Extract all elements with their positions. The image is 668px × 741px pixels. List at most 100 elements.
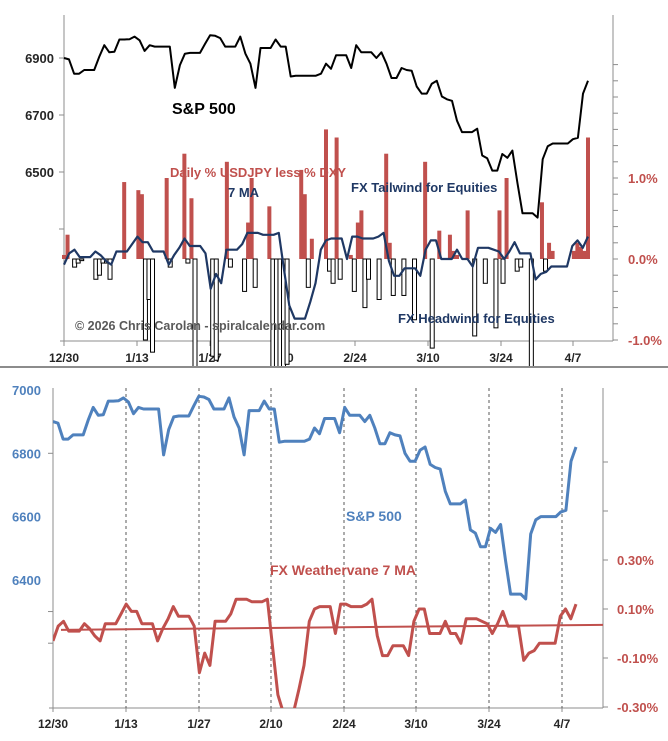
fx-daily-bar-positive [547, 242, 552, 259]
fx-daily-bar-positive [504, 178, 509, 259]
top-right-tick-label: 0.0% [628, 252, 658, 267]
top-x-tick-label: 3/10 [416, 351, 440, 365]
fx-daily-bar-positive [246, 222, 251, 259]
fx-daily-bar-positive [65, 234, 70, 259]
top-sp500-line [63, 34, 589, 219]
fx-daily-bar-positive [550, 250, 555, 259]
bottom-left-tick-label: 6400 [12, 573, 41, 588]
fx-daily-bar-positive [139, 194, 144, 259]
fx-daily-bar-negative [412, 258, 418, 321]
bottom-chart: 7000 6800 6600 6400 0.30% 0.10% -0.10% -0.30% 12… [12, 383, 659, 731]
top-x-tick-label: 2/24 [343, 351, 367, 365]
fx-daily-bar-negative [107, 258, 113, 280]
bottom-sp-label: S&P 500 [346, 508, 402, 524]
fx-daily-bar-negative [242, 258, 248, 292]
bottom-right-tick-label: -0.30% [617, 700, 659, 715]
bottom-trend-line [60, 623, 604, 631]
top-right-tick-label: -1.0% [628, 333, 662, 348]
top-tailwind-label: FX Tailwind for Equities [351, 180, 497, 195]
bottom-x-tick-label: 1/13 [114, 717, 138, 731]
bottom-left-tick-label: 6800 [12, 446, 41, 461]
top-left-tick-label: 6500 [25, 165, 54, 180]
fx-daily-bar-positive [578, 246, 583, 259]
fx-daily-bar-negative [482, 258, 488, 284]
bottom-x-tick-label: 4/7 [554, 717, 571, 731]
fx-daily-bar-positive [447, 234, 452, 259]
fx-daily-bar-negative [401, 258, 407, 296]
bottom-x-tick-label: 3/24 [477, 717, 501, 731]
bottom-fx-label: FX Weathervane 7 MA [270, 562, 416, 578]
top-x-tick-label: 3/24 [489, 351, 513, 365]
fx-daily-bar-negative [79, 258, 85, 262]
fx-daily-bar-negative [150, 258, 156, 353]
bottom-x-tick-label: 2/24 [332, 717, 356, 731]
top-right-tick-label: 1.0% [628, 171, 658, 186]
fx-daily-bar-positive [334, 137, 339, 259]
fx-daily-bar-positive [324, 129, 328, 259]
fx-daily-bar-positive [384, 153, 389, 259]
top-left-tick-label: 6700 [25, 108, 54, 123]
top-left-tick-label: 6900 [25, 51, 54, 66]
fx-daily-bar-negative [500, 258, 506, 284]
fx-daily-bar-positive [359, 210, 364, 259]
fx-daily-bar-positive [355, 222, 360, 259]
bottom-sp500-line [53, 394, 578, 601]
fx-daily-bar-negative [543, 258, 549, 272]
bottom-left-tick-label: 6600 [12, 510, 41, 525]
top-x-tick-label: 12/30 [49, 351, 79, 365]
bottom-x-tick-label: 2/10 [259, 717, 283, 731]
fx-daily-bar-positive [455, 254, 459, 259]
fx-daily-bar-negative [252, 258, 258, 288]
fx-daily-bar-positive [582, 250, 587, 259]
top-7ma-line [63, 231, 589, 320]
fx-daily-bar-negative [493, 258, 499, 329]
top-x-tick-label: 4/7 [565, 351, 582, 365]
fx-daily-bar-negative [518, 258, 524, 268]
fx-daily-bar-positive [249, 178, 254, 259]
fx-daily-bar-positive [465, 210, 470, 259]
fx-daily-bar-negative [362, 258, 368, 309]
fx-daily-bar-negative [96, 258, 102, 276]
bottom-x-tick-label: 1/27 [187, 717, 211, 731]
fx-daily-bar-negative [351, 258, 357, 292]
fx-daily-bar-positive [302, 194, 307, 259]
fx-daily-bar-negative [227, 258, 233, 268]
fx-daily-bar-positive [136, 190, 141, 259]
fx-daily-bar-positive [423, 161, 428, 259]
fx-daily-bar-positive [575, 242, 580, 259]
fx-daily-bar-negative [390, 258, 396, 296]
fx-daily-bar-positive [164, 178, 169, 259]
fx-daily-bar-positive [539, 202, 544, 259]
fx-daily-bar-positive [122, 182, 127, 259]
bottom-right-tick-label: 0.10% [617, 602, 654, 617]
fx-daily-bar-negative [337, 258, 343, 280]
fx-daily-bar-negative [365, 258, 371, 280]
bottom-left-tick-label: 7000 [12, 383, 41, 398]
fx-daily-bar-positive [387, 242, 392, 259]
fx-daily-bar-positive [224, 161, 229, 259]
fx-daily-bar-positive [586, 137, 590, 259]
fx-daily-bar-negative [330, 258, 336, 284]
fx-daily-bar-negative [192, 258, 198, 487]
fx-daily-bar-positive [182, 153, 187, 259]
fx-daily-bar-negative [213, 258, 219, 361]
fx-daily-bar-positive [62, 254, 66, 259]
fx-daily-bar-positive [571, 250, 576, 259]
top-x-tick-label: 1/13 [125, 351, 149, 365]
fx-daily-bar-positive [267, 206, 272, 259]
top-bars-label: Daily % USDJPY less % DXY [170, 165, 346, 180]
top-sp-label: S&P 500 [172, 101, 236, 118]
fx-daily-bar-positive [299, 169, 304, 259]
top-headwind-label: FX Headwind for Equities [398, 311, 555, 326]
bottom-x-tick-label: 3/10 [404, 717, 428, 731]
fx-daily-bar-negative [284, 258, 290, 365]
fx-daily-bar-positive [437, 230, 442, 259]
chart-separator [0, 366, 668, 368]
bottom-right-tick-label: 0.30% [617, 553, 654, 568]
fx-daily-bar-positive [309, 238, 314, 259]
bottom-fx-weathervane-line [53, 597, 578, 708]
fx-daily-bar-positive [348, 254, 353, 259]
fx-daily-bar-negative [429, 258, 435, 349]
